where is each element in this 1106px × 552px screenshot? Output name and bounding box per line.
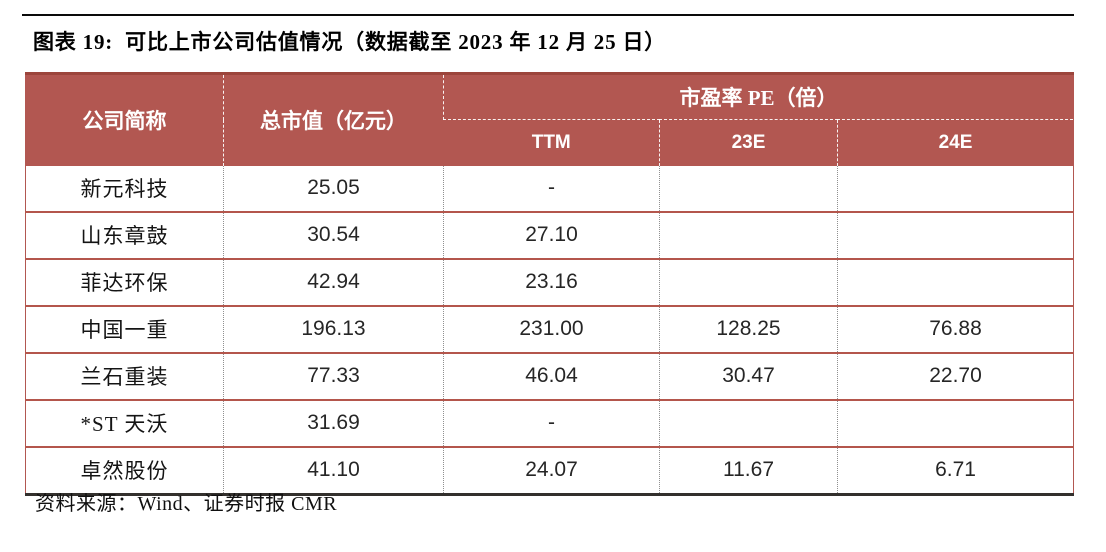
pe-ttm-cell: 231.00 bbox=[443, 304, 660, 353]
table-row: *ST 天沃 31.69 - bbox=[25, 398, 1074, 447]
table-row: 卓然股份 41.10 24.07 11.67 6.71 bbox=[25, 445, 1074, 494]
pe-ttm-cell: - bbox=[443, 398, 660, 447]
market-cap-cell: 42.94 bbox=[223, 257, 444, 306]
market-cap-cell: 196.13 bbox=[223, 304, 444, 353]
pe-23e-cell bbox=[659, 398, 838, 447]
column-header-company: 公司简称 bbox=[25, 73, 224, 166]
table-header: 公司简称 总市值（亿元） 市盈率 PE（倍） TTM 23E 24E bbox=[25, 73, 1074, 166]
market-cap-cell: 31.69 bbox=[223, 398, 444, 447]
table-row: 新元科技 25.05 - bbox=[25, 165, 1074, 212]
pe-24e-cell: 22.70 bbox=[837, 351, 1074, 400]
pe-24e-cell: 76.88 bbox=[837, 304, 1074, 353]
market-cap-cell: 25.05 bbox=[223, 165, 444, 212]
market-cap-cell: 41.10 bbox=[223, 445, 444, 494]
company-name-cell: 兰石重装 bbox=[25, 351, 224, 400]
pe-23e-cell bbox=[659, 165, 838, 212]
table-body: 新元科技 25.05 - 山东章鼓 30.54 27.10 菲达环保 42.94… bbox=[25, 165, 1074, 494]
pe-ttm-cell: 24.07 bbox=[443, 445, 660, 494]
data-source-note: 资料来源：Wind、证券时报 CMR bbox=[35, 493, 338, 515]
title-divider-rule bbox=[22, 14, 1074, 16]
company-name-cell: 卓然股份 bbox=[25, 445, 224, 494]
pe-23e-cell: 128.25 bbox=[659, 304, 838, 353]
table-row: 兰石重装 77.33 46.04 30.47 22.70 bbox=[25, 351, 1074, 400]
pe-24e-cell bbox=[837, 398, 1074, 447]
market-cap-cell: 77.33 bbox=[223, 351, 444, 400]
column-header-market-cap: 总市值（亿元） bbox=[223, 73, 444, 166]
pe-ttm-cell: 23.16 bbox=[443, 257, 660, 306]
column-header-23e: 23E bbox=[659, 119, 838, 166]
column-header-pe-group: 市盈率 PE（倍） bbox=[443, 73, 1074, 120]
pe-23e-cell: 30.47 bbox=[659, 351, 838, 400]
pe-ttm-cell: - bbox=[443, 165, 660, 212]
pe-24e-cell bbox=[837, 257, 1074, 306]
company-name-cell: 新元科技 bbox=[25, 165, 224, 212]
column-header-24e: 24E bbox=[837, 119, 1074, 166]
table-row: 菲达环保 42.94 23.16 bbox=[25, 257, 1074, 306]
valuation-table: 公司简称 总市值（亿元） 市盈率 PE（倍） TTM 23E 24E 新元科技 … bbox=[25, 72, 1074, 496]
table-row: 中国一重 196.13 231.00 128.25 76.88 bbox=[25, 304, 1074, 353]
pe-23e-cell: 11.67 bbox=[659, 445, 838, 494]
pe-23e-cell bbox=[659, 257, 838, 306]
pe-ttm-cell: 27.10 bbox=[443, 210, 660, 259]
pe-24e-cell bbox=[837, 210, 1074, 259]
market-cap-cell: 30.54 bbox=[223, 210, 444, 259]
pe-ttm-cell: 46.04 bbox=[443, 351, 660, 400]
table-row: 山东章鼓 30.54 27.10 bbox=[25, 210, 1074, 259]
pe-24e-cell bbox=[837, 165, 1074, 212]
pe-24e-cell: 6.71 bbox=[837, 445, 1074, 494]
company-name-cell: 中国一重 bbox=[25, 304, 224, 353]
company-name-cell: 菲达环保 bbox=[25, 257, 224, 306]
figure-title: 图表 19: 可比上市公司估值情况（数据截至 2023 年 12 月 25 日） bbox=[33, 30, 667, 54]
company-name-cell: *ST 天沃 bbox=[25, 398, 224, 447]
company-name-cell: 山东章鼓 bbox=[25, 210, 224, 259]
column-header-ttm: TTM bbox=[443, 119, 660, 166]
pe-23e-cell bbox=[659, 210, 838, 259]
